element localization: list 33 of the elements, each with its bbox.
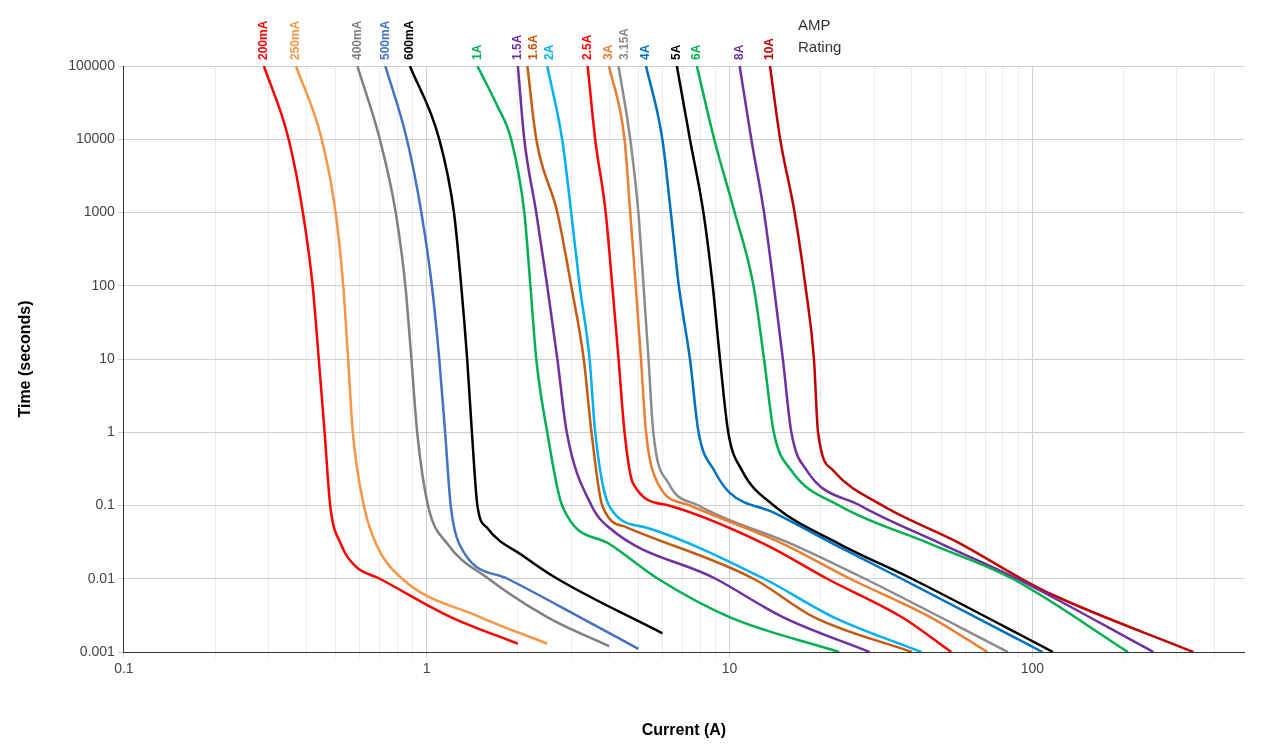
x-tick-label: 1 xyxy=(422,660,431,677)
text: 8A xyxy=(731,44,746,60)
x-tick-label: 100 xyxy=(1020,660,1045,677)
text: 5A xyxy=(669,44,684,60)
x-tick-label: 0.1 xyxy=(114,660,134,677)
text: 1.5A xyxy=(510,34,525,60)
text: 400mA xyxy=(349,20,364,60)
text: 2A xyxy=(542,44,557,60)
text: 3A xyxy=(601,44,616,60)
text: 250mA xyxy=(288,20,303,60)
text: 6A xyxy=(689,44,704,60)
text: 500mA xyxy=(377,20,392,60)
text: 200mA xyxy=(256,20,271,60)
x-axis-title: Current (A) xyxy=(641,720,727,738)
y-tick-label: 10000 xyxy=(75,130,116,147)
y-tick-label: 10 xyxy=(99,349,116,366)
text: 2.5A xyxy=(579,34,594,60)
y-tick-label: 0.1 xyxy=(95,496,116,513)
y-tick-label: 100000 xyxy=(68,56,116,73)
legend-title: AMP Rating xyxy=(797,16,842,55)
y-tick-label: 0.01 xyxy=(87,569,116,586)
text: 3.15A xyxy=(617,27,632,60)
y-tick-label: 0.001 xyxy=(79,642,116,659)
x-tick-label: 10 xyxy=(721,660,738,677)
y-axis-title: Time (seconds) xyxy=(16,300,34,418)
text: 1A xyxy=(469,44,484,60)
text: 600mA xyxy=(402,20,417,60)
y-tick-label: 1 xyxy=(107,423,116,440)
y-tick-label: 100 xyxy=(91,276,116,293)
text: 1.6A xyxy=(526,34,541,60)
text: 10A xyxy=(762,37,777,60)
y-tick-label: 1000 xyxy=(83,203,116,220)
text: 4A xyxy=(638,44,653,60)
